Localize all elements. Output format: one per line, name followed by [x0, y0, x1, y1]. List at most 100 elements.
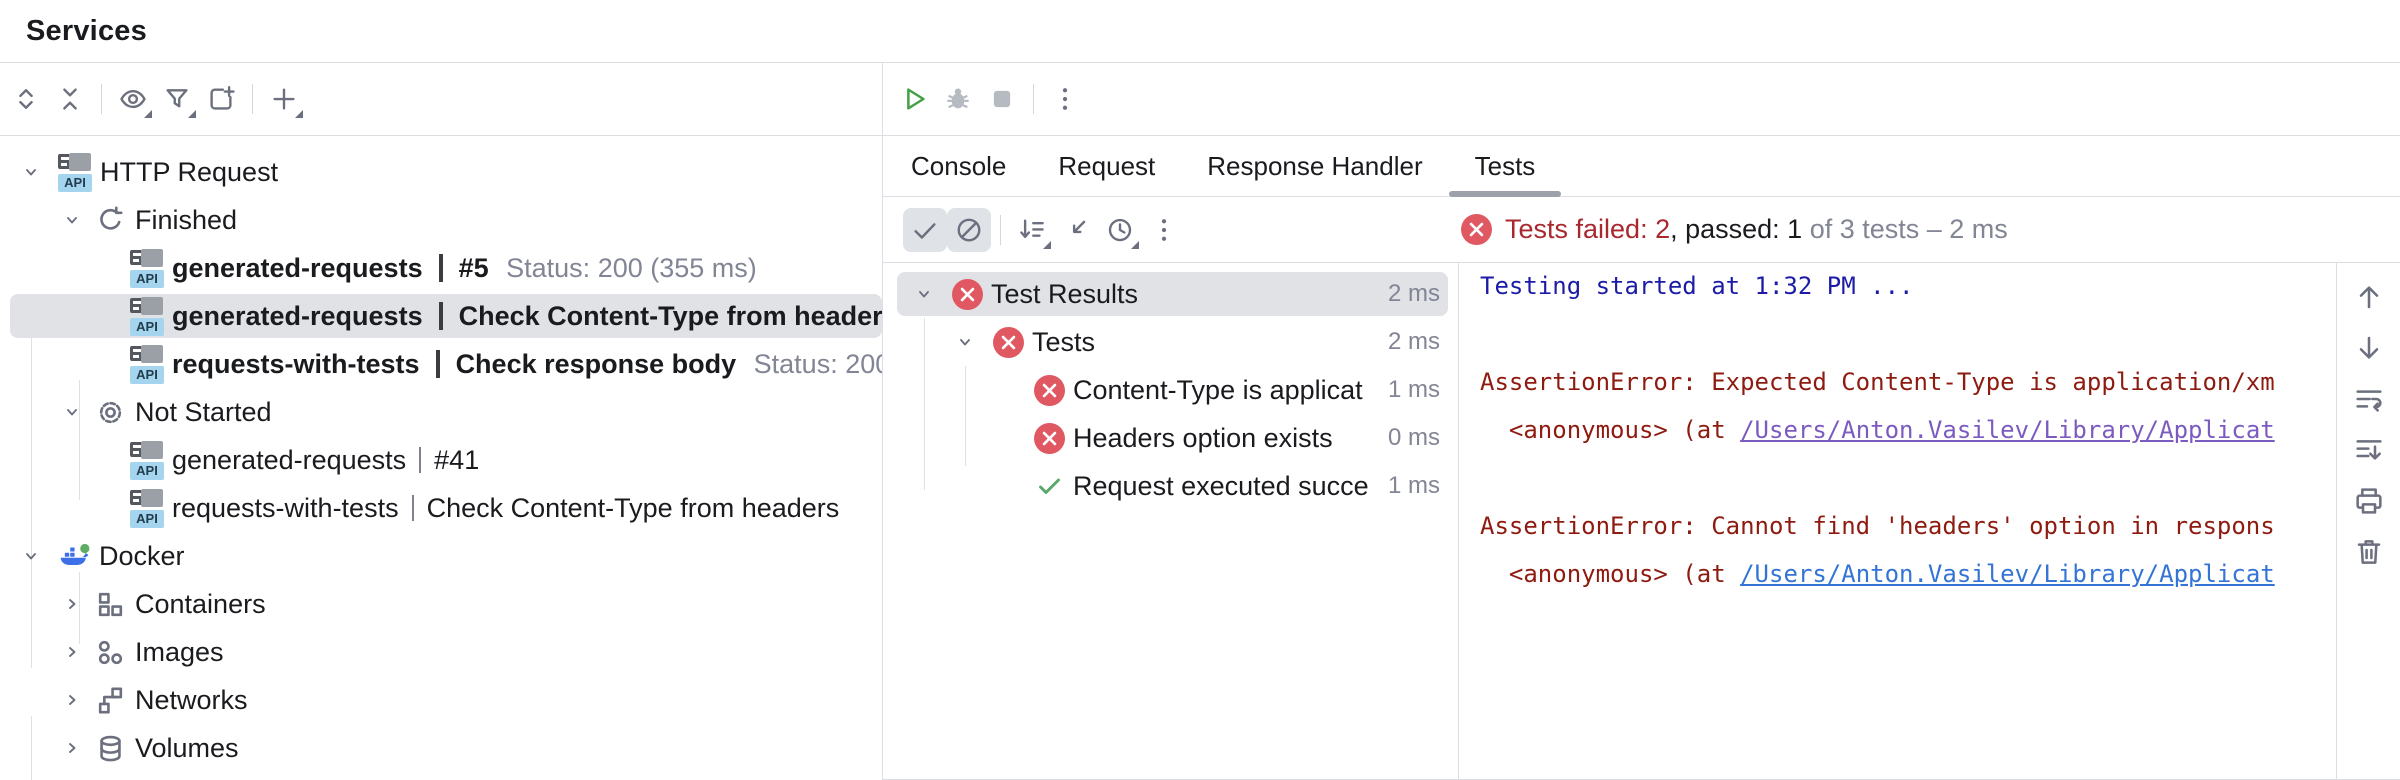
previous-occurrence-button[interactable] [2351, 279, 2387, 315]
add-button[interactable] [262, 77, 306, 121]
console-line: AssertionError: Cannot find 'headers' op… [1480, 502, 2356, 550]
service-label: generated-requests #5 Status: 200 (355 ms… [172, 253, 757, 284]
test-row[interactable]: Tests 2 ms [883, 318, 1458, 366]
chevron-down-icon[interactable] [60, 400, 84, 424]
next-occurrence-button[interactable] [2351, 330, 2387, 366]
scroll-to-end-icon [2353, 434, 2385, 466]
service-row[interactable]: Finished [0, 196, 882, 244]
run-icon [899, 84, 929, 114]
tree-guide [31, 716, 32, 780]
chevron-right-icon[interactable] [60, 688, 84, 712]
print-button[interactable] [2351, 483, 2387, 519]
services-toolbar [4, 63, 882, 135]
more-button[interactable] [1142, 208, 1186, 252]
jump-to-source-button[interactable] [1054, 208, 1098, 252]
request-file-name: generated-requests [172, 252, 423, 283]
test-history-button[interactable] [1098, 208, 1142, 252]
api-badge: API [130, 317, 164, 336]
toolbar-separator [252, 84, 253, 114]
test-console-output[interactable]: Testing started at 1:32 PM ... Assertion… [1459, 262, 2356, 779]
chevron-down-icon[interactable] [912, 282, 936, 306]
test-row[interactable]: Headers option exists 0 ms [883, 414, 1458, 462]
console-toolbar [2337, 263, 2400, 780]
test-row[interactable]: Test Results 2 ms [883, 270, 1458, 318]
panel-divider [1458, 263, 1459, 780]
divider [0, 135, 2400, 136]
test-status-line: Tests failed: 2, passed: 1 of 3 tests – … [1461, 196, 2008, 262]
services-tree: API HTTP Request Finished API generated-requ… [0, 136, 882, 780]
dropdown-corner-icon [188, 110, 196, 118]
chevron-down-icon[interactable] [953, 330, 977, 354]
run-button[interactable] [892, 77, 936, 121]
tree-guide [79, 380, 80, 500]
service-row[interactable]: Docker [0, 532, 882, 580]
service-row[interactable]: Images [0, 628, 882, 676]
tree-guide [965, 366, 966, 466]
clear-icon [2353, 536, 2385, 568]
test-row[interactable]: Content-Type is applicat 1 ms [883, 366, 1458, 414]
console-line: AssertionError: Expected Content-Type is… [1480, 358, 2356, 406]
separator-bar [411, 494, 414, 521]
status-segment-normal: , passed: 1 [1670, 213, 1803, 244]
stack-trace-link[interactable]: /Users/Anton.Vasilev/Library/Applicat [1740, 560, 2275, 588]
test-row[interactable]: Request executed succe 1 ms [883, 462, 1458, 510]
open-in-new-tab-button[interactable] [199, 77, 243, 121]
service-row[interactable]: API generated-requests #41 [0, 436, 882, 484]
tab-console[interactable]: Console [911, 150, 1007, 181]
status-segment-muted: of 3 tests – 2 ms [1802, 213, 2008, 244]
api-file-body [141, 440, 163, 459]
service-row[interactable]: API HTTP Request [0, 148, 882, 196]
service-label: generated-requests Check Content-Type fro… [172, 301, 882, 332]
filter-button[interactable] [155, 77, 199, 121]
console-text: <anonymous> (at [1480, 416, 1741, 444]
stop-icon [987, 84, 1017, 114]
expand-all-button[interactable] [4, 77, 48, 121]
page-title: Services [26, 14, 147, 47]
service-row[interactable]: Not Started [0, 388, 882, 436]
chevron-right-icon[interactable] [60, 640, 84, 664]
view-options-button[interactable] [111, 77, 155, 121]
collapse-all-button[interactable] [48, 77, 92, 121]
service-row[interactable]: Volumes [0, 724, 882, 772]
filter-icon [162, 84, 192, 114]
chevron-right-icon[interactable] [60, 592, 84, 616]
toolbar-separator [1000, 215, 1001, 245]
chevron-down-icon[interactable] [19, 160, 43, 184]
service-label: requests-with-tests Check Content-Type fr… [172, 493, 839, 524]
service-row[interactable]: Networks [0, 676, 882, 724]
sort-by-duration-button[interactable] [1010, 208, 1054, 252]
chevron-right-icon[interactable] [60, 736, 84, 760]
service-row[interactable]: API requests-with-tests Check Content-Type… [0, 484, 882, 532]
soft-wrap-button[interactable] [2351, 381, 2387, 417]
collapse-all-icon [55, 84, 85, 114]
api-badge: API [130, 269, 164, 288]
stop-button[interactable] [980, 77, 1024, 121]
service-row[interactable]: API generated-requests Check Content-Type … [0, 292, 882, 340]
clear-button[interactable] [2351, 534, 2387, 570]
scroll-to-end-button[interactable] [2351, 432, 2387, 468]
debug-icon [943, 84, 973, 114]
request-title: #41 [434, 444, 480, 475]
separator-bar [438, 301, 443, 330]
open-in-new-tab-icon [206, 84, 236, 114]
view-options-icon [118, 84, 148, 114]
dropdown-corner-icon [295, 110, 303, 118]
more-button[interactable] [1043, 77, 1087, 121]
service-row[interactable]: API generated-requests #5 Status: 200 (355… [0, 244, 882, 292]
service-row[interactable]: Containers [0, 580, 882, 628]
tree-guide [924, 318, 925, 490]
tab-response-handler[interactable]: Response Handler [1207, 150, 1423, 181]
service-label: generated-requests #41 [172, 445, 479, 476]
service-row[interactable]: API requests-with-tests Check response bod… [0, 340, 882, 388]
show-ignored-button[interactable] [947, 208, 991, 252]
chevron-down-icon[interactable] [19, 544, 43, 568]
tab-request[interactable]: Request [1058, 150, 1156, 181]
chevron-down-icon[interactable] [60, 208, 84, 232]
tab-tests[interactable]: Tests [1448, 136, 1562, 197]
stack-trace-link[interactable]: /Users/Anton.Vasilev/Library/Applicat [1740, 416, 2275, 444]
jump-to-source-icon [1061, 215, 1091, 245]
debug-button[interactable] [936, 77, 980, 121]
http-request-icon: API [130, 488, 164, 528]
show-passed-button[interactable] [903, 208, 947, 252]
request-file-name: requests-with-tests [172, 348, 420, 379]
